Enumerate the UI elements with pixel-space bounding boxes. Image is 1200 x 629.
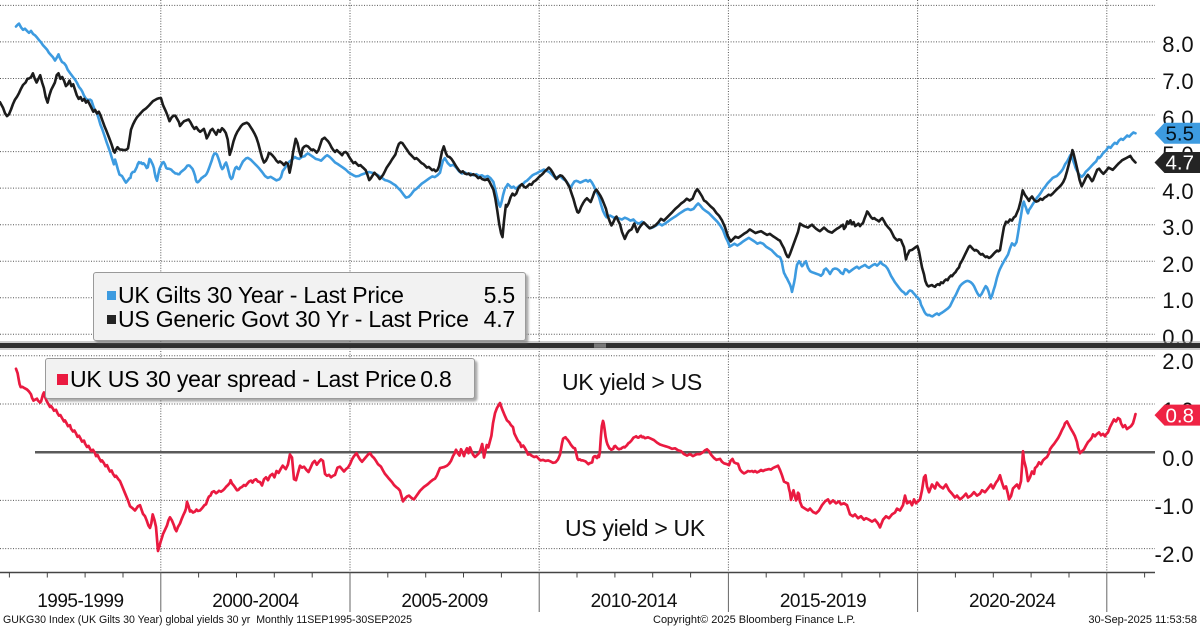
svg-text:5.5: 5.5: [1166, 123, 1195, 146]
svg-text:0.8: 0.8: [1166, 404, 1195, 427]
svg-text:4.7: 4.7: [1166, 152, 1195, 175]
